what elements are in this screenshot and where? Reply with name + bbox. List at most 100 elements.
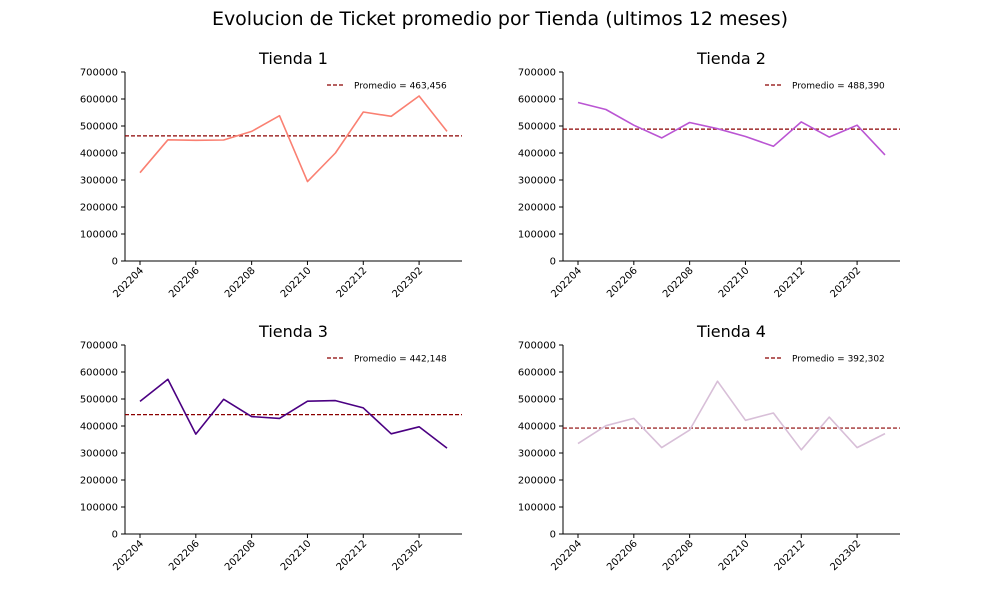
y-tick-label: 500000 bbox=[518, 395, 556, 406]
data-point bbox=[195, 433, 197, 435]
data-point bbox=[716, 128, 718, 130]
y-tick-label: 700000 bbox=[518, 341, 556, 352]
data-point bbox=[856, 124, 858, 126]
data-point bbox=[688, 121, 690, 123]
x-tick-label: 202208 bbox=[661, 265, 696, 300]
data-point bbox=[334, 152, 336, 154]
y-tick-label: 0 bbox=[112, 530, 118, 541]
data-point bbox=[884, 154, 886, 156]
legend-label: Promedio = 442,148 bbox=[354, 355, 447, 365]
x-tick-label: 202302 bbox=[828, 538, 863, 573]
y-tick-label: 200000 bbox=[80, 203, 118, 214]
y-tick-label: 0 bbox=[112, 257, 118, 268]
x-tick-label: 202212 bbox=[335, 538, 370, 573]
x-tick-label: 202208 bbox=[661, 538, 696, 573]
y-tick-label: 0 bbox=[550, 257, 556, 268]
data-point bbox=[250, 415, 252, 417]
legend-label: Promedio = 463,456 bbox=[354, 82, 447, 92]
data-point bbox=[800, 121, 802, 123]
data-point bbox=[828, 136, 830, 138]
x-tick-label: 202302 bbox=[390, 265, 425, 300]
chart-panel-1: Tienda 1 0 100000 200000 300000 400000 500000 6… bbox=[80, 49, 462, 300]
data-point bbox=[744, 419, 746, 421]
y-tick-label: 700000 bbox=[518, 68, 556, 79]
y-tick-label: 100000 bbox=[518, 230, 556, 241]
y-tick-label: 400000 bbox=[80, 149, 118, 160]
y-tick-label: 700000 bbox=[80, 341, 118, 352]
y-tick-label: 400000 bbox=[518, 149, 556, 160]
y-tick-label: 600000 bbox=[80, 368, 118, 379]
y-tick-label: 600000 bbox=[518, 95, 556, 106]
data-point bbox=[772, 412, 774, 414]
data-point bbox=[577, 101, 579, 103]
y-tick-label: 100000 bbox=[80, 230, 118, 241]
chart-panel-2: Tienda 2 0 100000 200000 300000 400000 500000 6… bbox=[518, 49, 900, 300]
data-point bbox=[390, 433, 392, 435]
data-point bbox=[306, 400, 308, 402]
data-point bbox=[139, 400, 141, 402]
data-point bbox=[418, 426, 420, 428]
data-point bbox=[772, 145, 774, 147]
data-point bbox=[223, 398, 225, 400]
y-tick-label: 200000 bbox=[518, 203, 556, 214]
x-tick-label: 202210 bbox=[279, 265, 314, 300]
data-point bbox=[195, 139, 197, 141]
x-tick-label: 202302 bbox=[828, 265, 863, 300]
x-tick-label: 202208 bbox=[223, 265, 258, 300]
y-tick-label: 500000 bbox=[80, 395, 118, 406]
y-tick-label: 200000 bbox=[518, 476, 556, 487]
data-point bbox=[446, 447, 448, 449]
y-tick-label: 100000 bbox=[518, 503, 556, 514]
x-tick-label: 202204 bbox=[111, 538, 146, 573]
data-point bbox=[605, 425, 607, 427]
data-point bbox=[139, 172, 141, 174]
x-tick-label: 202210 bbox=[717, 538, 752, 573]
y-tick-label: 300000 bbox=[518, 176, 556, 187]
y-tick-label: 0 bbox=[550, 530, 556, 541]
data-point bbox=[605, 108, 607, 110]
panel-title: Tienda 1 bbox=[258, 49, 328, 68]
x-tick-label: 202212 bbox=[335, 265, 370, 300]
x-tick-label: 202212 bbox=[773, 265, 808, 300]
x-tick-label: 202210 bbox=[279, 538, 314, 573]
y-tick-label: 300000 bbox=[518, 449, 556, 460]
legend-label: Promedio = 392,302 bbox=[792, 355, 885, 365]
y-tick-label: 600000 bbox=[518, 368, 556, 379]
data-point bbox=[744, 135, 746, 137]
data-point bbox=[661, 446, 663, 448]
y-tick-label: 300000 bbox=[80, 449, 118, 460]
y-tick-label: 200000 bbox=[80, 476, 118, 487]
x-tick-label: 202204 bbox=[549, 538, 584, 573]
panel-title: Tienda 3 bbox=[258, 322, 328, 341]
data-point bbox=[418, 95, 420, 97]
y-tick-label: 400000 bbox=[80, 422, 118, 433]
chart-panel-4: Tienda 4 0 100000 200000 300000 400000 500000 6… bbox=[518, 322, 900, 573]
y-tick-label: 600000 bbox=[80, 95, 118, 106]
y-tick-label: 700000 bbox=[80, 68, 118, 79]
data-point bbox=[716, 380, 718, 382]
data-point bbox=[390, 115, 392, 117]
panel-title: Tienda 4 bbox=[696, 322, 766, 341]
data-point bbox=[856, 446, 858, 448]
data-point bbox=[688, 429, 690, 431]
x-tick-label: 202212 bbox=[773, 538, 808, 573]
data-point bbox=[446, 130, 448, 132]
series-line bbox=[139, 378, 448, 449]
data-point bbox=[167, 378, 169, 380]
data-point bbox=[884, 432, 886, 434]
chart-panel-3: Tienda 3 0 100000 200000 300000 400000 500000 6… bbox=[80, 322, 462, 573]
data-point bbox=[278, 417, 280, 419]
data-point bbox=[278, 115, 280, 117]
x-tick-label: 202206 bbox=[167, 538, 202, 573]
series-line bbox=[139, 95, 448, 183]
data-point bbox=[362, 407, 364, 409]
y-tick-label: 400000 bbox=[518, 422, 556, 433]
x-tick-label: 202206 bbox=[167, 265, 202, 300]
data-point bbox=[250, 130, 252, 132]
y-tick-label: 300000 bbox=[80, 176, 118, 187]
data-point bbox=[223, 139, 225, 141]
x-tick-label: 202210 bbox=[717, 265, 752, 300]
x-tick-label: 202208 bbox=[223, 538, 258, 573]
